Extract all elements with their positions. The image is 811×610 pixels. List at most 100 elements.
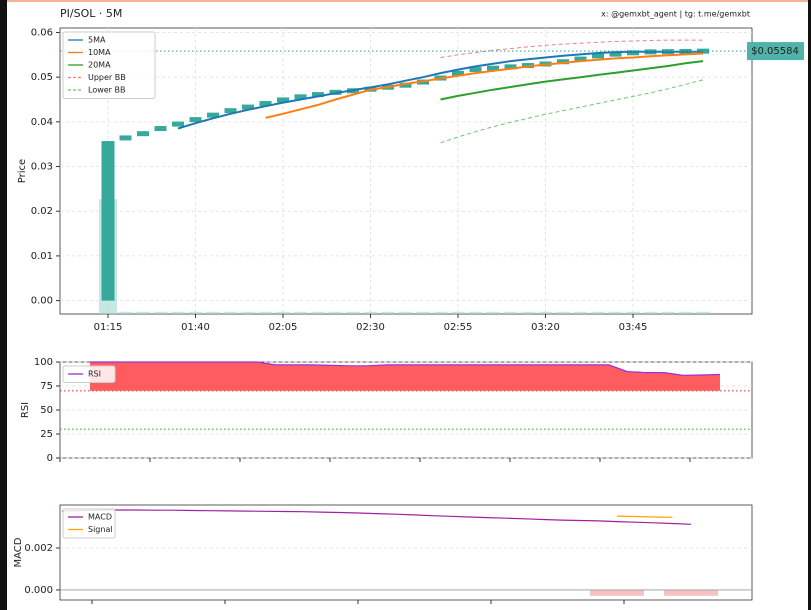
- candle: [609, 51, 622, 57]
- legend-label: MACD: [88, 513, 112, 522]
- volume-bar: [346, 311, 360, 314]
- legend-label: 10MA: [88, 48, 111, 57]
- volume-bar: [398, 311, 413, 314]
- candle: [469, 67, 482, 73]
- ma-line: [440, 60, 704, 101]
- plot-area: [59, 504, 753, 601]
- candle: [137, 131, 149, 137]
- legend-box: [62, 508, 116, 539]
- volume-bar: [311, 311, 325, 314]
- y-tick-label: 75: [40, 381, 53, 392]
- y-axis-label: RSI: [20, 402, 31, 418]
- legend-label: Upper BB: [88, 73, 126, 82]
- volume-bar: [171, 311, 185, 314]
- volume-bar: [538, 311, 553, 314]
- candle: [172, 121, 184, 127]
- y-tick-label: 0.00: [31, 296, 53, 307]
- volume-bar: [136, 311, 150, 314]
- volume-bar: [223, 311, 238, 314]
- candle: [224, 108, 237, 114]
- volume-bar: [293, 311, 308, 314]
- volume-bar: [381, 311, 395, 314]
- volume-bar: [363, 311, 378, 314]
- candle: [312, 92, 324, 98]
- volume-bar: [521, 311, 535, 314]
- volume-bar: [608, 311, 623, 314]
- candle: [627, 50, 639, 56]
- histogram-bar: [590, 589, 644, 596]
- y-tick-label: 0.02: [31, 206, 53, 217]
- volume-bar: [206, 311, 220, 314]
- x-tick-label: 03:20: [531, 322, 560, 333]
- y-tick-label: 100: [34, 357, 53, 368]
- candle: [504, 64, 517, 70]
- candle: [294, 94, 307, 100]
- volume-bar: [626, 311, 640, 314]
- candle: [259, 101, 272, 107]
- candle: [592, 53, 604, 59]
- y-tick-label: 0.03: [31, 162, 53, 173]
- legend-label: 5MA: [88, 36, 106, 45]
- candle: [154, 126, 167, 132]
- ma-line: [440, 79, 704, 144]
- y-tick-label: 0.002: [24, 543, 53, 554]
- legend-label: 20MA: [88, 61, 111, 70]
- y-tick-label: 0.01: [31, 251, 53, 262]
- y-tick-label: 0.000: [24, 585, 53, 596]
- x-tick-label: 02:05: [269, 322, 298, 333]
- candle: [557, 59, 569, 65]
- volume-bar: [696, 311, 710, 314]
- legend-label: RSI: [88, 370, 101, 379]
- rsi-fill: [90, 362, 720, 391]
- volume-bar: [486, 311, 500, 314]
- candle: [574, 56, 587, 62]
- candle: [487, 65, 499, 71]
- y-axis-label: Price: [17, 159, 28, 183]
- volume-bar: [573, 311, 588, 314]
- x-tick-label: 02:55: [444, 322, 473, 333]
- x-tick-label: 03:45: [619, 322, 648, 333]
- volume-bar: [188, 311, 203, 314]
- x-tick-label: 01:15: [94, 322, 123, 333]
- y-tick-label: 50: [40, 405, 53, 416]
- volume-bar: [276, 311, 290, 314]
- volume-bar: [328, 311, 343, 314]
- top-border: [7, 0, 808, 2]
- watermark: x: @gemxbt_agent | tg: t.me/gemxbt: [601, 10, 750, 19]
- candle: [399, 82, 412, 88]
- histogram-bar: [664, 589, 718, 596]
- legend-label: Lower BB: [88, 86, 125, 95]
- volume-bar: [416, 311, 430, 314]
- ma-line: [177, 50, 703, 130]
- y-tick-label: 0: [47, 453, 53, 464]
- last-price-label: $0.05584: [751, 46, 799, 57]
- candle: [242, 104, 254, 110]
- x-tick-label: 02:30: [356, 322, 385, 333]
- candle: [452, 70, 464, 76]
- candle: [101, 141, 115, 301]
- indicator-line: [61, 509, 692, 525]
- volume-bar: [556, 311, 570, 314]
- y-tick-label: 25: [40, 429, 53, 440]
- x-tick-label: 01:40: [181, 322, 210, 333]
- legend-label: Signal: [88, 525, 113, 534]
- y-tick-label: 0.05: [31, 72, 53, 83]
- y-tick-label: 0.04: [31, 117, 53, 128]
- volume-bar: [591, 311, 605, 314]
- volume-bar: [153, 311, 168, 314]
- last-price-box: [747, 42, 804, 61]
- volume-bar: [433, 311, 448, 314]
- volume-bar: [118, 311, 133, 314]
- chart-title: PI/SOL · 5M: [60, 7, 122, 20]
- legend-box: [62, 31, 156, 99]
- indicator-line: [90, 361, 721, 377]
- volume-bar: [678, 311, 693, 314]
- y-tick-label: 0.06: [31, 27, 53, 38]
- legend-box: [62, 365, 116, 383]
- candle: [207, 112, 219, 118]
- volume-bar: [258, 311, 273, 314]
- background: [7, 0, 808, 610]
- ma-line: [265, 52, 704, 119]
- candle: [189, 117, 202, 123]
